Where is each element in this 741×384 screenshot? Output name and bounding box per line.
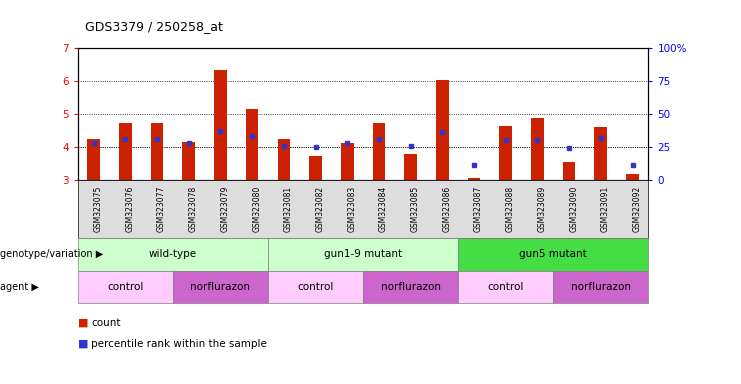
Bar bbox=[468, 178, 480, 180]
Text: GSM323082: GSM323082 bbox=[316, 186, 325, 232]
Bar bbox=[87, 139, 100, 180]
Text: control: control bbox=[297, 282, 333, 292]
Text: agent ▶: agent ▶ bbox=[0, 282, 39, 292]
Text: GSM323078: GSM323078 bbox=[189, 186, 198, 232]
Bar bbox=[531, 118, 544, 180]
Text: ■: ■ bbox=[78, 339, 88, 349]
Text: wild-type: wild-type bbox=[149, 249, 197, 260]
Text: GSM323090: GSM323090 bbox=[569, 186, 578, 232]
Text: GSM323076: GSM323076 bbox=[125, 186, 134, 232]
Text: norflurazon: norflurazon bbox=[190, 282, 250, 292]
Text: ■: ■ bbox=[78, 318, 88, 328]
Text: genotype/variation ▶: genotype/variation ▶ bbox=[0, 249, 103, 260]
Text: norflurazon: norflurazon bbox=[381, 282, 441, 292]
Text: GSM323081: GSM323081 bbox=[284, 186, 293, 232]
Text: GSM323075: GSM323075 bbox=[93, 186, 103, 232]
Bar bbox=[626, 174, 639, 180]
Bar bbox=[182, 142, 195, 180]
Text: GSM323084: GSM323084 bbox=[379, 186, 388, 232]
Bar bbox=[246, 109, 259, 180]
Text: GSM323088: GSM323088 bbox=[505, 186, 515, 232]
Text: GSM323077: GSM323077 bbox=[157, 186, 166, 232]
Bar bbox=[150, 123, 163, 180]
Text: norflurazon: norflurazon bbox=[571, 282, 631, 292]
Text: GSM323083: GSM323083 bbox=[348, 186, 356, 232]
Text: GSM323087: GSM323087 bbox=[474, 186, 483, 232]
Text: GSM323092: GSM323092 bbox=[633, 186, 642, 232]
Text: GDS3379 / 250258_at: GDS3379 / 250258_at bbox=[85, 20, 223, 33]
Text: percentile rank within the sample: percentile rank within the sample bbox=[91, 339, 267, 349]
Text: GSM323080: GSM323080 bbox=[252, 186, 261, 232]
Text: GSM323079: GSM323079 bbox=[221, 186, 230, 232]
Bar bbox=[436, 80, 448, 180]
Bar bbox=[341, 143, 353, 180]
Text: count: count bbox=[91, 318, 121, 328]
Bar bbox=[214, 70, 227, 180]
Text: GSM323091: GSM323091 bbox=[601, 186, 610, 232]
Bar bbox=[373, 123, 385, 180]
Text: control: control bbox=[107, 282, 144, 292]
Text: GSM323089: GSM323089 bbox=[537, 186, 546, 232]
Bar bbox=[499, 126, 512, 180]
Bar bbox=[309, 156, 322, 180]
Bar bbox=[119, 123, 132, 180]
Text: gun1-9 mutant: gun1-9 mutant bbox=[324, 249, 402, 260]
Text: GSM323085: GSM323085 bbox=[411, 186, 419, 232]
Bar bbox=[277, 139, 290, 180]
Text: gun5 mutant: gun5 mutant bbox=[519, 249, 587, 260]
Bar bbox=[563, 162, 576, 180]
Text: GSM323086: GSM323086 bbox=[442, 186, 451, 232]
Bar bbox=[594, 127, 607, 180]
Bar bbox=[405, 154, 417, 180]
Text: control: control bbox=[488, 282, 524, 292]
